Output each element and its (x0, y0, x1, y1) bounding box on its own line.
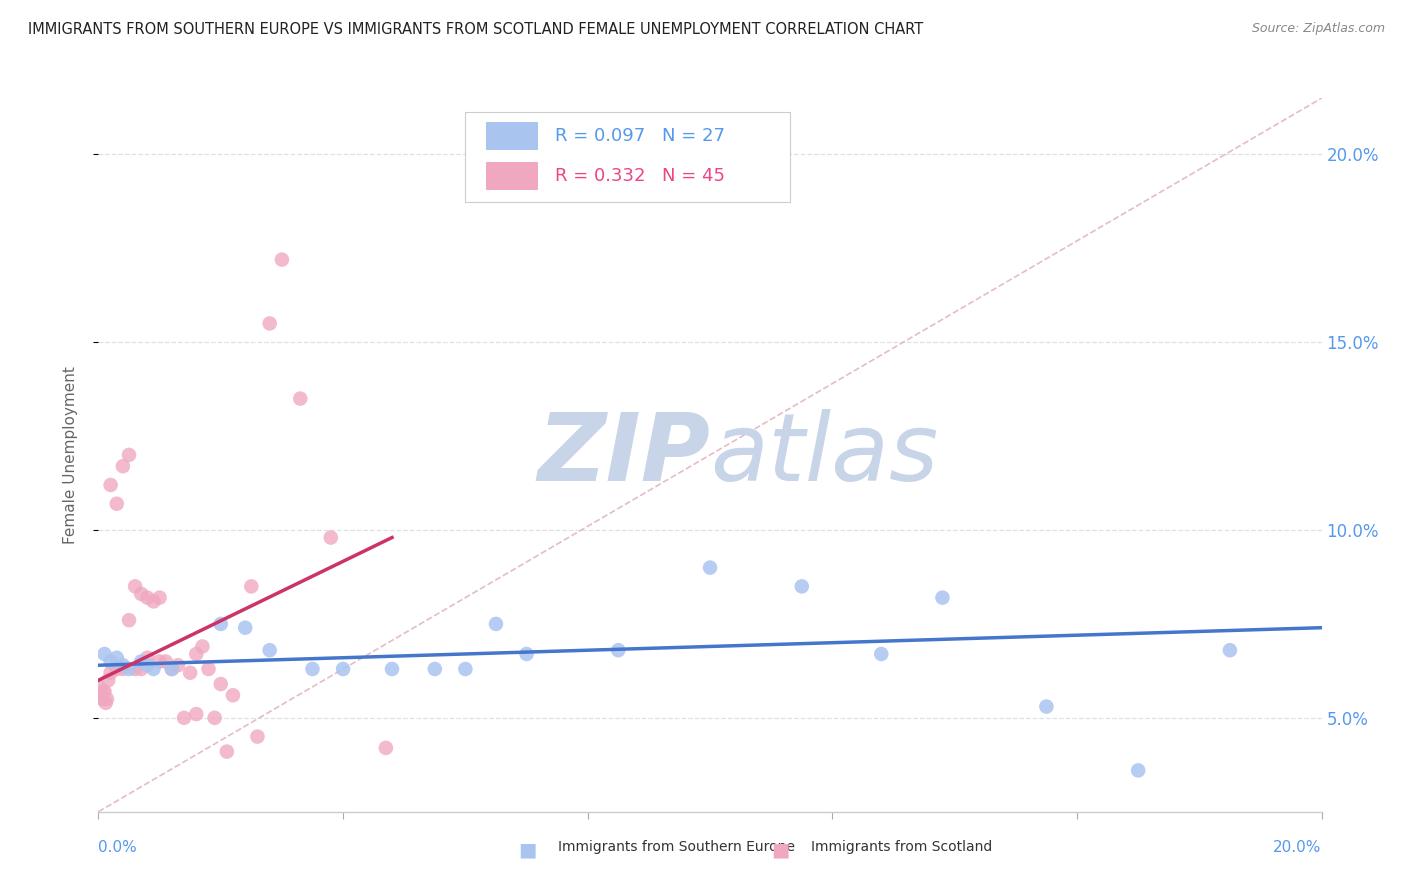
Point (1128, 764, 1150, 778)
Point (118, 448, 141, 462)
Point (129, 662, 152, 676)
Point (1219, 643, 1241, 657)
Point (485, 616, 508, 631)
Point (111, 658, 134, 673)
Point (1035, 699, 1057, 714)
Point (790, 579, 813, 593)
Point (160, 662, 183, 676)
Point (699, 560, 721, 574)
Bar (486, 121, 537, 150)
Point (124, 662, 146, 676)
Point (270, 252, 292, 267)
Point (209, 616, 232, 631)
Text: IMMIGRANTS FROM SOUTHERN EUROPE VS IMMIGRANTS FROM SCOTLAND FEMALE UNEMPLOYMENT : IMMIGRANTS FROM SOUTHERN EUROPE VS IMMIG… (28, 22, 924, 37)
Point (97, 673, 120, 688)
Point (290, 392, 312, 406)
Point (607, 643, 630, 657)
Point (94, 696, 117, 710)
Point (118, 613, 141, 627)
Point (167, 658, 190, 673)
Point (100, 665, 122, 680)
Point (105, 497, 128, 511)
Point (129, 655, 152, 669)
Text: Immigrants from Scotland: Immigrants from Scotland (811, 840, 993, 855)
Text: Immigrants from Southern Europe: Immigrants from Southern Europe (558, 840, 796, 855)
Point (149, 591, 172, 605)
Text: R = 0.097: R = 0.097 (555, 127, 645, 145)
Point (516, 647, 538, 661)
Point (222, 688, 245, 702)
Point (93, 647, 115, 661)
Point (374, 740, 396, 755)
Point (197, 662, 219, 676)
Point (93, 684, 115, 698)
Bar (486, 161, 537, 190)
Point (142, 594, 165, 608)
Point (90, 688, 112, 702)
Point (381, 662, 404, 676)
Point (105, 662, 128, 676)
Point (233, 621, 256, 635)
Point (149, 655, 172, 669)
Point (319, 531, 342, 545)
Point (186, 707, 208, 722)
Point (129, 587, 152, 601)
Point (246, 730, 269, 744)
Point (111, 459, 134, 474)
FancyBboxPatch shape (465, 112, 790, 202)
Point (931, 591, 953, 605)
Point (259, 643, 281, 657)
Text: N = 45: N = 45 (662, 167, 725, 185)
Text: 20.0%: 20.0% (1274, 840, 1322, 855)
Point (136, 591, 159, 605)
Point (105, 650, 128, 665)
Point (91, 684, 114, 698)
Point (215, 745, 238, 759)
Point (186, 647, 208, 661)
Point (111, 662, 134, 676)
Text: 0.0%: 0.0% (98, 840, 138, 855)
Point (209, 677, 232, 691)
Point (204, 711, 226, 725)
Point (160, 662, 183, 676)
Point (870, 647, 893, 661)
Text: N = 27: N = 27 (662, 127, 725, 145)
Point (96, 692, 118, 706)
Point (173, 711, 195, 725)
Text: ■: ■ (770, 840, 790, 859)
Point (124, 579, 146, 593)
Y-axis label: Female Unemployment: Female Unemployment (63, 366, 77, 544)
Point (155, 655, 177, 669)
Point (142, 662, 165, 676)
Point (301, 662, 323, 676)
Point (423, 662, 446, 676)
Text: ■: ■ (517, 840, 537, 859)
Point (454, 662, 477, 676)
Point (100, 478, 122, 492)
Point (118, 662, 141, 676)
Text: R = 0.332: R = 0.332 (555, 167, 645, 185)
Point (100, 655, 122, 669)
Point (191, 640, 214, 654)
Text: Source: ZipAtlas.com: Source: ZipAtlas.com (1251, 22, 1385, 36)
Point (179, 665, 201, 680)
Point (259, 317, 281, 331)
Text: atlas: atlas (710, 409, 938, 500)
Point (91, 692, 114, 706)
Text: ZIP: ZIP (537, 409, 710, 501)
Point (240, 579, 263, 593)
Point (89, 681, 111, 695)
Point (136, 650, 159, 665)
Point (136, 658, 159, 673)
Point (332, 662, 354, 676)
